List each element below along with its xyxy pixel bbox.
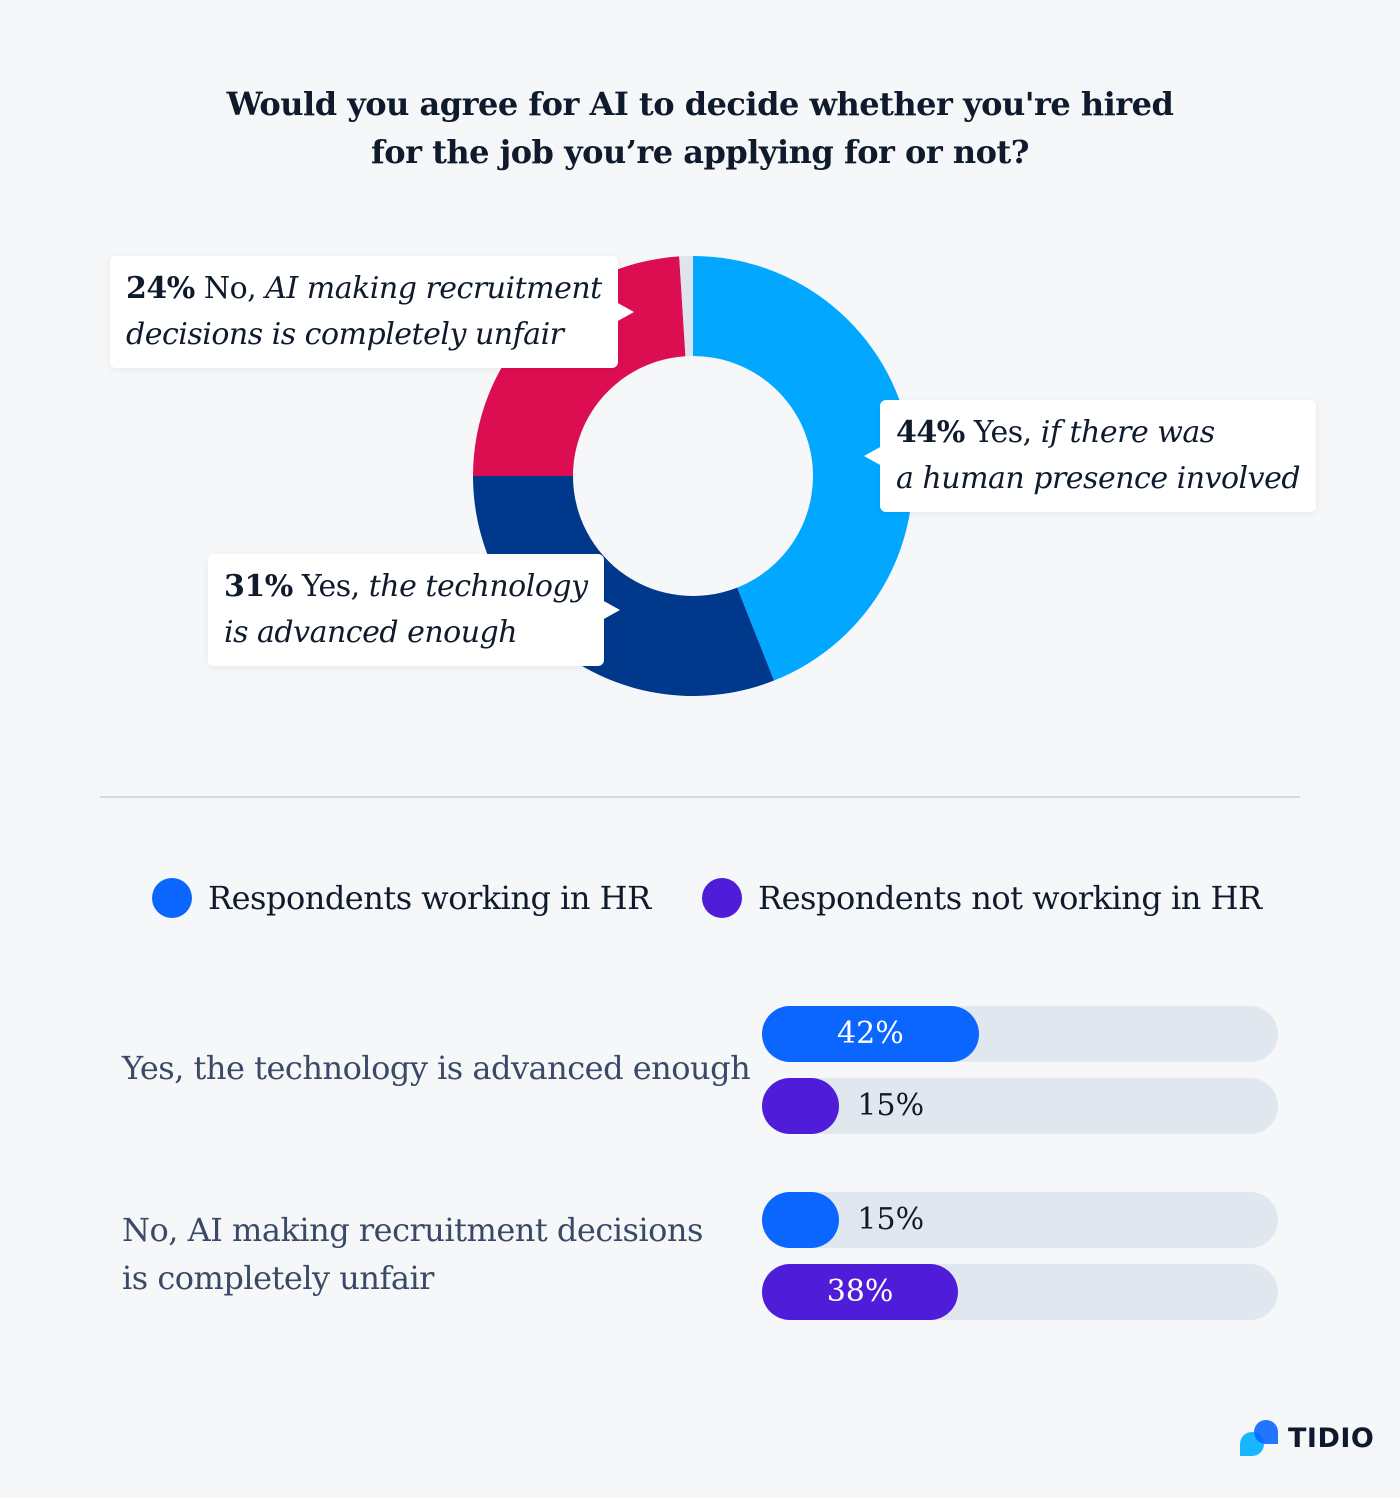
callout-head: Yes, [301, 569, 360, 604]
logo-text: TIDIO [1288, 1422, 1375, 1454]
tidio-chat-bubbles-icon [1240, 1420, 1278, 1456]
bar-track: 42% [762, 1006, 1278, 1062]
callout-pct: 24% [126, 271, 195, 306]
legend-label: Respondents not working in HR [758, 879, 1262, 917]
legend-item-not-hr: Respondents not working in HR [702, 878, 1262, 918]
callout-text: the technology [368, 569, 588, 604]
bar-hr [762, 1006, 979, 1062]
legend-dot-not-hr [702, 878, 742, 918]
callout-text: AI making recruitment [265, 271, 602, 306]
callout-text: a human presence involved [896, 461, 1301, 496]
title-line-1: Would you agree for AI to decide whether… [226, 85, 1174, 123]
category-label-no: No, AI making recruitment decisions is c… [122, 1206, 703, 1302]
callout-text: if there was [1040, 415, 1215, 450]
bar-track: 38% [762, 1264, 1278, 1320]
divider [100, 796, 1300, 798]
donut-slice-3 [679, 256, 693, 357]
bar-value-label: 42% [837, 1016, 904, 1051]
callout-yes-tech: 31% Yes, the technology is advanced enou… [208, 554, 620, 666]
bar-hr [762, 1192, 840, 1248]
donut-slice-0 [693, 256, 914, 681]
legend-item-hr: Respondents working in HR [152, 878, 651, 918]
bar-track: 15% [762, 1192, 1278, 1248]
bar-not-hr [762, 1264, 959, 1320]
bar-track: 15% [762, 1078, 1278, 1134]
callout-pct: 44% [896, 415, 965, 450]
bar-value-label: 38% [826, 1274, 894, 1309]
bar-value-label: 15% [857, 1088, 925, 1123]
callout-head: No, [203, 271, 257, 306]
callout-pct: 31% [224, 569, 293, 604]
chart-title: Would you agree for AI to decide whether… [0, 80, 1400, 176]
tidio-logo: TIDIO [1238, 1418, 1374, 1458]
callout-text: is advanced enough [224, 615, 518, 650]
legend-dot-hr [152, 878, 192, 918]
callout-no-unfair: 24% No, AI making recruitment decisions … [110, 256, 634, 368]
callout-text: decisions is completely unfair [126, 317, 564, 352]
legend-label: Respondents working in HR [208, 879, 651, 917]
callout-head: Yes, [973, 415, 1032, 450]
category-label-yes: Yes, the technology is advanced enough [122, 1044, 751, 1092]
title-line-2: for the job you’re applying for or not? [370, 133, 1030, 171]
bar-not-hr [762, 1078, 840, 1134]
bar-value-label: 15% [857, 1202, 925, 1237]
category-line: Yes, the technology is advanced enough [122, 1049, 751, 1087]
callout-yes-human: 44% Yes, if there was a human presence i… [864, 400, 1317, 512]
category-line: No, AI making recruitment decisions [122, 1211, 703, 1249]
category-line: is completely unfair [122, 1259, 434, 1297]
